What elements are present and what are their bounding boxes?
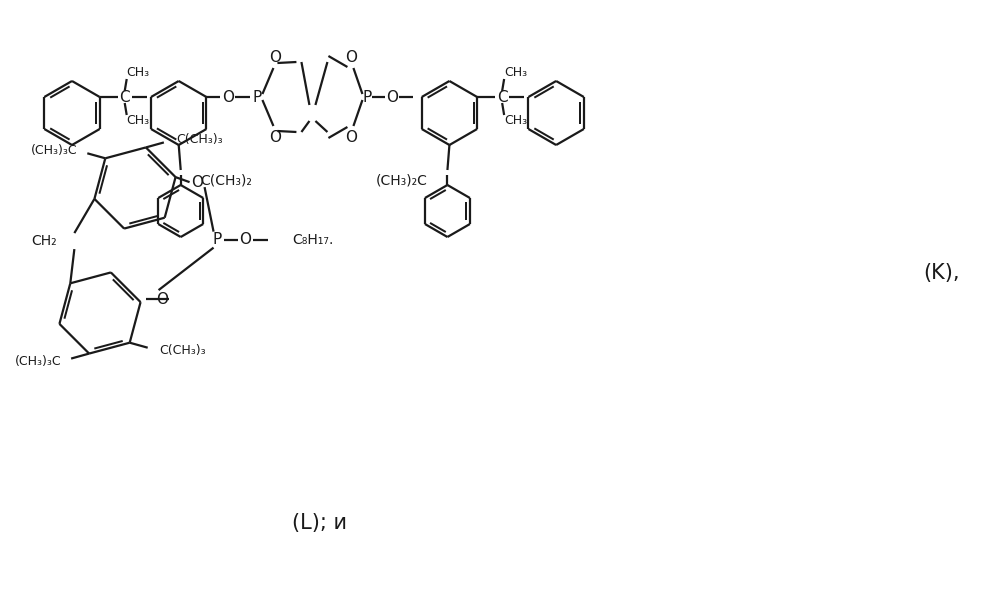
Text: O: O bbox=[157, 292, 169, 307]
Text: CH₃: CH₃ bbox=[127, 66, 150, 80]
Text: (CH₃)₃C: (CH₃)₃C bbox=[31, 144, 77, 157]
Text: O: O bbox=[270, 49, 282, 65]
Text: CH₂: CH₂ bbox=[32, 234, 57, 248]
Text: O: O bbox=[240, 232, 252, 247]
Text: CH₃: CH₃ bbox=[504, 66, 527, 80]
Text: P: P bbox=[253, 89, 262, 104]
Text: CH₃: CH₃ bbox=[127, 115, 150, 127]
Text: C: C bbox=[497, 89, 507, 104]
Text: (CH₃)₂C: (CH₃)₂C bbox=[376, 173, 428, 187]
Text: C(CH₃)₃: C(CH₃)₃ bbox=[176, 133, 223, 146]
Text: O: O bbox=[387, 89, 399, 104]
Text: (K),: (K), bbox=[923, 263, 960, 283]
Text: O: O bbox=[223, 89, 235, 104]
Text: C(CH₃)₂: C(CH₃)₂ bbox=[201, 173, 253, 187]
Text: (CH₃)₃C: (CH₃)₃C bbox=[15, 355, 61, 368]
Text: O: O bbox=[346, 130, 358, 145]
Text: P: P bbox=[363, 89, 372, 104]
Text: C₈H₁₇.: C₈H₁₇. bbox=[293, 233, 334, 247]
Text: O: O bbox=[346, 49, 358, 65]
Text: C: C bbox=[120, 89, 130, 104]
Text: P: P bbox=[213, 232, 222, 247]
Text: O: O bbox=[192, 175, 204, 189]
Text: O: O bbox=[270, 130, 282, 145]
Text: (L); и: (L); и bbox=[293, 513, 348, 533]
Text: CH₃: CH₃ bbox=[504, 115, 527, 127]
Text: C(CH₃)₃: C(CH₃)₃ bbox=[160, 344, 207, 357]
